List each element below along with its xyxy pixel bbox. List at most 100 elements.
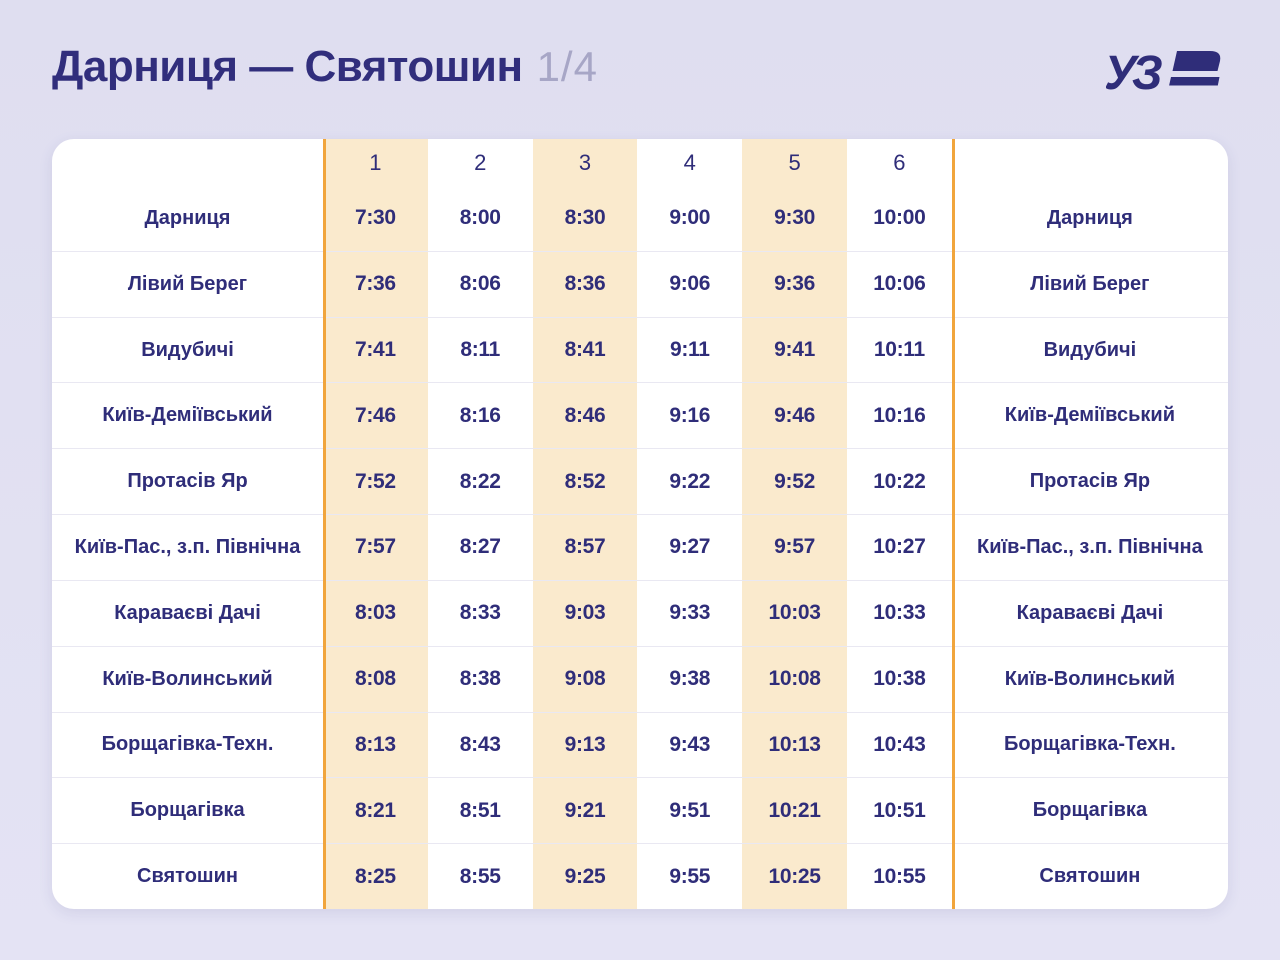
station-name-right: Видубичі (1043, 338, 1137, 361)
departure-time-cell: 8:43 (459, 732, 501, 756)
departure-time-cell: 8:22 (459, 469, 501, 493)
left-orange-divider (323, 139, 326, 909)
right-orange-divider (952, 139, 955, 909)
page-indicator: 1/4 (536, 43, 598, 90)
train-number-cell: 2 (474, 149, 487, 175)
departure-time-cell: 7:57 (323, 515, 428, 580)
train-number-cell: 4 (683, 149, 696, 175)
departure-time-cell: 8:00 (459, 206, 501, 230)
departure-time-cell: 10:51 (873, 798, 926, 822)
station-row: Борщагівка-Техн. 8:13 8:43 9:13 9:43 10:13 10:… (52, 711, 1228, 778)
departure-time-cell: 9:51 (669, 798, 711, 822)
uz-railways-logo-icon: УЗ (1104, 47, 1221, 100)
train-number-cell: 5 (742, 139, 847, 186)
departure-time-cell: 8:25 (323, 844, 428, 909)
station-row: Київ-Волинський 8:08 8:38 9:08 9:38 10:08 10:3… (52, 645, 1228, 712)
page-header: Дарниця — Святошин 1/4 УЗ (52, 42, 1228, 100)
station-name-right: Караваєві Дачі (1016, 601, 1164, 624)
departure-time-cell: 8:55 (459, 864, 501, 888)
departure-time-cell: 8:30 (532, 186, 638, 251)
departure-time-cell: 7:30 (323, 186, 428, 251)
departure-time-cell: 10:33 (873, 601, 926, 625)
departure-time-cell: 10:11 (873, 338, 925, 362)
header-right-spacer (952, 139, 1228, 186)
departure-time-cell: 10:25 (742, 844, 847, 909)
station-name-right: Дарниця (1046, 206, 1133, 229)
departure-time-cell: 8:21 (323, 778, 428, 844)
departure-time-cell: 10:06 (873, 272, 926, 296)
departure-time-cell: 9:57 (742, 515, 847, 580)
departure-time-cell: 8:16 (459, 403, 501, 427)
header-left-spacer (52, 139, 323, 186)
departure-time-cell: 8:51 (459, 798, 501, 822)
svg-text:УЗ: УЗ (1106, 48, 1162, 98)
departure-time-cell: 10:38 (873, 667, 926, 691)
station-name-right: Протасів Яр (1029, 470, 1151, 493)
station-row: Борщагівка 8:21 8:51 9:21 9:51 10:21 10:51 Борщ… (52, 777, 1228, 844)
departure-time-cell: 10:43 (873, 732, 926, 756)
station-name-right: Київ-Деміївський (1004, 404, 1175, 427)
departure-time-cell: 9:43 (669, 732, 711, 756)
departure-time-cell: 9:41 (742, 317, 847, 383)
departure-time-cell: 10:00 (873, 206, 926, 230)
station-row: Караваєві Дачі 8:03 8:33 9:03 9:33 10:03 10:33… (52, 579, 1228, 646)
page-title: Дарниця — Святошин (52, 42, 523, 91)
station-name-left: Протасів Яр (127, 470, 248, 493)
departure-time-cell: 8:41 (532, 317, 638, 383)
departure-time-cell: 7:46 (323, 383, 428, 449)
station-name-right: Київ-Пас., з.п. Північна (977, 535, 1203, 558)
departure-time-cell: 7:36 (323, 251, 428, 317)
departure-time-cell: 9:36 (742, 251, 847, 317)
station-row: Видубичі 7:41 8:11 8:41 9:11 9:41 10:11 Видубич… (52, 316, 1228, 383)
station-row: Київ-Пас., з.п. Північна 7:57 8:27 8:57 9:27… (52, 514, 1228, 580)
departure-time-cell: 9:21 (532, 778, 638, 844)
departure-time-cell: 10:08 (742, 646, 847, 712)
station-name-left: Видубичі (141, 338, 234, 361)
station-name-right: Борщагівка-Техн. (1003, 733, 1176, 756)
departure-time-cell: 10:21 (742, 778, 847, 844)
departure-time-cell: 9:13 (532, 712, 638, 778)
uz-logo: УЗ (1104, 47, 1228, 100)
departure-time-cell: 9:33 (669, 601, 711, 625)
train-number-cell: 1 (323, 139, 428, 186)
departure-time-cell: 10:55 (873, 864, 926, 888)
departure-time-cell: 9:11 (669, 338, 710, 362)
departure-time-cell: 7:41 (323, 317, 428, 383)
departure-time-cell: 8:13 (323, 712, 428, 778)
train-number-cell: 6 (893, 149, 906, 175)
train-number-cell: 3 (532, 139, 638, 186)
departure-time-cell: 10:22 (873, 469, 926, 493)
station-name-left: Київ-Волинський (102, 667, 273, 690)
departure-time-cell: 9:06 (669, 272, 711, 296)
departure-time-cell: 10:27 (873, 535, 926, 559)
departure-time-cell: 8:08 (323, 646, 428, 712)
station-name-left: Київ-Деміївський (102, 404, 273, 427)
departure-time-cell: 9:38 (669, 667, 711, 691)
departure-time-cell: 10:13 (742, 712, 847, 778)
station-name-left: Борщагівка-Техн. (101, 733, 274, 756)
departure-time-cell: 8:38 (459, 667, 501, 691)
timetable: 1 2 3 4 5 6 Дарниця 7:30 8:00 8:30 9:00 9:30 10:00 Да… (52, 139, 1228, 909)
station-name-left: Київ-Пас., з.п. Північна (74, 535, 301, 558)
station-name-right: Київ-Волинський (1004, 667, 1176, 690)
station-name-right: Борщагівка (1032, 799, 1148, 822)
departure-time-cell: 8:46 (532, 383, 638, 449)
departure-time-cell: 8:36 (532, 251, 638, 317)
train-numbers-header-row: 1 2 3 4 5 6 (52, 139, 1228, 186)
station-name-left: Святошин (137, 865, 238, 888)
departure-time-cell: 8:03 (323, 580, 428, 646)
departure-time-cell: 9:00 (669, 206, 711, 230)
station-name-left: Борщагівка (130, 799, 245, 822)
station-row: Протасів Яр 7:52 8:22 8:52 9:22 9:52 10:22 Прот… (52, 448, 1228, 515)
departure-time-cell: 9:27 (669, 535, 711, 559)
departure-time-cell: 9:46 (742, 383, 847, 449)
departure-time-cell: 7:52 (323, 449, 428, 515)
station-name-right: Лівий Берег (1030, 272, 1150, 295)
station-row: Київ-Деміївський 7:46 8:16 8:46 9:16 9:46 10:1… (52, 382, 1228, 449)
departure-time-cell: 9:08 (532, 646, 638, 712)
departure-time-cell: 9:30 (742, 186, 847, 251)
departure-time-cell: 10:03 (742, 580, 847, 646)
departure-time-cell: 9:16 (669, 403, 711, 427)
departure-time-cell: 8:11 (460, 338, 501, 362)
station-name-right: Святошин (1039, 865, 1141, 888)
